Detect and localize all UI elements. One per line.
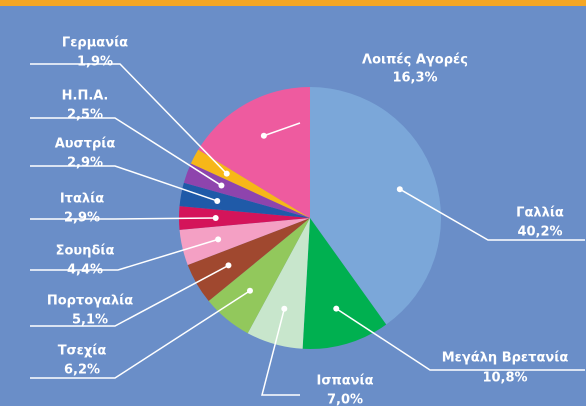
leader-dot	[260, 132, 267, 139]
leader-line	[30, 238, 219, 271]
leader-dot	[215, 236, 222, 243]
pie-slice	[247, 218, 310, 349]
value-label: 7,0%	[327, 393, 363, 406]
category-label: Ιταλία	[60, 192, 104, 207]
leader-line	[30, 63, 228, 175]
category-label: Ισπανία	[316, 374, 373, 389]
leader-dot	[214, 197, 221, 204]
leader-dot	[246, 287, 253, 294]
leader-line	[30, 117, 222, 187]
leader-line	[30, 264, 229, 327]
leader-dot	[281, 305, 288, 312]
leader-line	[30, 290, 251, 379]
value-label: 10,8%	[482, 371, 527, 386]
category-label: Γαλλία	[516, 206, 564, 221]
pie-slice	[179, 218, 310, 265]
pie-slice	[187, 218, 310, 302]
value-label: 6,2%	[64, 363, 100, 378]
leader-dot	[225, 262, 232, 269]
value-label: 2,9%	[64, 211, 100, 226]
category-label: Σουηδία	[56, 244, 115, 259]
pie-slice	[302, 218, 387, 350]
pie-slice	[208, 218, 310, 334]
top-stripe	[0, 0, 586, 6]
pie-slice	[198, 87, 310, 218]
value-label: 2,5%	[67, 108, 103, 123]
category-label: Γερμανία	[62, 36, 128, 51]
leader-dot	[333, 305, 340, 312]
leader-line	[335, 307, 585, 371]
leader-dot	[218, 182, 225, 189]
value-label: 2,9%	[67, 156, 103, 171]
value-label: 1,9%	[77, 55, 113, 70]
leader-dot	[223, 170, 230, 177]
value-label: 40,2%	[517, 225, 562, 240]
pie-slice	[183, 163, 310, 218]
leader-line	[30, 165, 218, 202]
value-label: 5,1%	[72, 313, 108, 328]
leader-line	[263, 122, 301, 137]
value-label: 16,3%	[392, 71, 437, 86]
pie-slice	[179, 182, 310, 218]
leader-dot	[212, 215, 219, 221]
leader-dot	[396, 186, 403, 193]
category-label: Πορτογαλία	[47, 294, 133, 309]
value-label: 4,4%	[67, 263, 103, 278]
category-label: Αυστρία	[55, 137, 116, 152]
pie-slice	[179, 206, 310, 230]
category-label: Μεγάλη Βρετανία	[442, 351, 569, 366]
pie-slice	[310, 87, 441, 325]
leader-line	[261, 308, 300, 396]
category-label: Η.Π.Α.	[62, 89, 109, 104]
category-label: Λοιπές Αγορές	[362, 53, 468, 68]
leader-line	[399, 188, 585, 241]
category-label: Τσεχία	[58, 344, 107, 359]
leader-line	[30, 217, 216, 220]
